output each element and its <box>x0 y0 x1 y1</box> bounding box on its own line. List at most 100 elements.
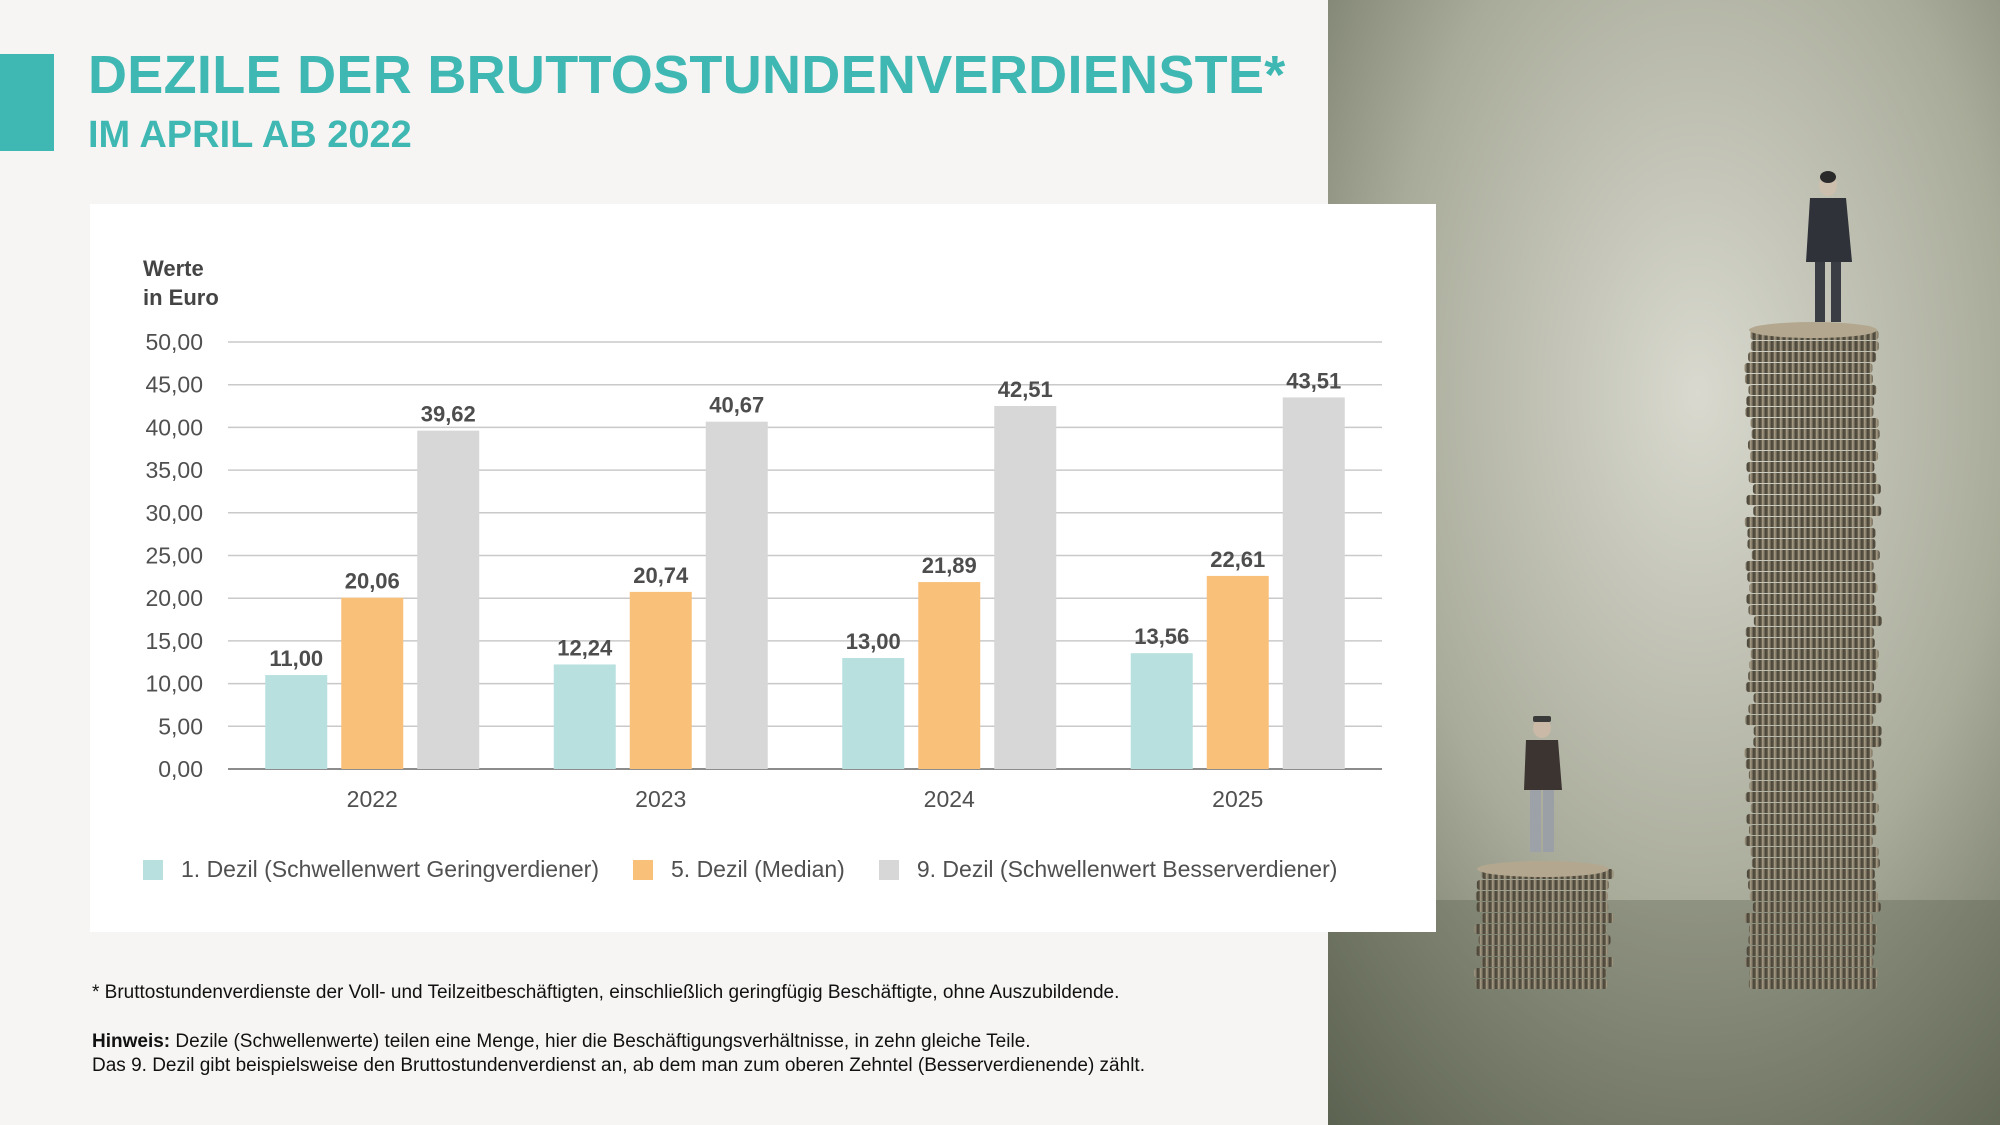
x-tick-label: 2022 <box>347 786 398 812</box>
coin <box>1752 484 1881 494</box>
coin <box>1748 880 1877 890</box>
coin <box>1746 814 1875 824</box>
data-label: 43,51 <box>1286 368 1341 393</box>
coin <box>1748 770 1877 780</box>
hint-line-2: Das 9. Dezil gibt beispielsweise den Bru… <box>92 1055 1145 1076</box>
coin <box>1749 924 1878 934</box>
y-tick-label: 10,00 <box>145 671 203 697</box>
y-tick-label: 30,00 <box>145 500 203 526</box>
coin <box>1749 891 1878 901</box>
coin <box>1745 759 1874 769</box>
coin <box>1751 429 1880 439</box>
coin <box>1745 957 1874 967</box>
data-label: 39,62 <box>421 402 476 427</box>
coin <box>1753 737 1882 747</box>
bar <box>842 657 905 769</box>
data-label: 21,89 <box>922 553 977 578</box>
legend-label-dezil-1: 1. Dezil (Schwellenwert Geringverdiener) <box>181 856 599 882</box>
legend-label-dezil-5: 5. Dezil (Median) <box>671 856 845 882</box>
bar <box>918 582 981 769</box>
coin <box>1746 869 1875 879</box>
data-label: 11,00 <box>269 646 323 671</box>
x-tick-label: 2025 <box>1212 786 1263 812</box>
legend-label-dezil-9: 9. Dezil (Schwellenwert Besserverdiener) <box>916 856 1338 882</box>
y-axis-label-line-2: in Euro <box>143 285 219 310</box>
bar <box>994 405 1057 769</box>
coin <box>1745 792 1874 802</box>
bar <box>553 664 616 769</box>
coin <box>1746 462 1875 472</box>
coin <box>1481 913 1614 923</box>
coin <box>1751 858 1880 868</box>
coin <box>1750 341 1879 351</box>
bar <box>1130 653 1193 769</box>
coin <box>1753 616 1882 626</box>
coin <box>1475 979 1608 989</box>
coin <box>1745 407 1874 417</box>
coin <box>1746 638 1875 648</box>
legend-item-dezil-9: 9. Dezil (Schwellenwert Besserverdiener) <box>878 856 1338 883</box>
coin <box>1750 847 1879 857</box>
coin <box>1749 660 1878 670</box>
coin <box>1750 649 1879 659</box>
coin <box>1748 825 1877 835</box>
coin <box>1748 605 1877 615</box>
data-label: 22,61 <box>1210 547 1265 572</box>
coin <box>1744 363 1873 373</box>
y-tick-label: 0,00 <box>158 756 203 782</box>
bar <box>1206 575 1269 769</box>
small-man-figure <box>1524 716 1562 852</box>
data-label: 20,06 <box>345 569 400 594</box>
coin <box>1753 506 1882 516</box>
coin <box>1753 726 1882 736</box>
hint-text: Hinweis: Dezile (Schwellenwerte) teilen … <box>92 1030 1145 1078</box>
coin <box>1475 891 1608 901</box>
x-tick-label: 2024 <box>924 786 975 812</box>
coin <box>1744 836 1873 846</box>
coin <box>1474 924 1607 934</box>
y-tick-label: 15,00 <box>145 628 203 654</box>
coin <box>1747 528 1876 538</box>
coin <box>1753 693 1882 703</box>
coin <box>1746 396 1875 406</box>
coin-stacks-photo <box>1328 0 2000 1125</box>
y-tick-label: 20,00 <box>145 585 203 611</box>
coin <box>1476 880 1609 890</box>
coin <box>1748 704 1877 714</box>
bar <box>1282 397 1345 769</box>
title-accent-bar <box>0 54 54 151</box>
coin <box>1744 913 1873 923</box>
coin <box>1745 682 1874 692</box>
coin <box>1748 440 1877 450</box>
coin <box>1747 572 1876 582</box>
y-tick-label: 25,00 <box>145 543 203 569</box>
bar <box>341 597 404 769</box>
coin <box>1475 946 1608 956</box>
data-label: 40,67 <box>709 393 764 418</box>
coin <box>1478 935 1611 945</box>
data-label: 20,74 <box>633 563 689 588</box>
coin <box>1749 583 1878 593</box>
coin <box>1748 473 1877 483</box>
footnote: * Bruttostundenverdienste der Voll- und … <box>92 982 1120 1003</box>
coin <box>1744 374 1873 384</box>
y-tick-label: 5,00 <box>158 713 203 739</box>
legend-item-dezil-5: 5. Dezil (Median) <box>633 856 845 883</box>
page-title: DEZILE DER BRUTTOSTUNDENVERDIENSTE* <box>88 45 1286 105</box>
coin <box>1748 385 1877 395</box>
y-tick-label: 35,00 <box>145 457 203 483</box>
coin <box>1749 781 1878 791</box>
legend-swatch-dezil-9 <box>878 859 899 880</box>
coin <box>1748 352 1877 362</box>
bar <box>629 591 692 769</box>
legend-swatch-dezil-1 <box>143 859 163 880</box>
coin <box>1746 594 1875 604</box>
y-tick-label: 50,00 <box>145 329 203 355</box>
coin <box>1745 561 1874 571</box>
coin <box>1750 418 1879 428</box>
y-axis-label-line-1: Werte <box>143 256 204 281</box>
coin <box>1748 979 1877 989</box>
coin <box>1746 946 1875 956</box>
coin-top <box>1749 322 1877 338</box>
